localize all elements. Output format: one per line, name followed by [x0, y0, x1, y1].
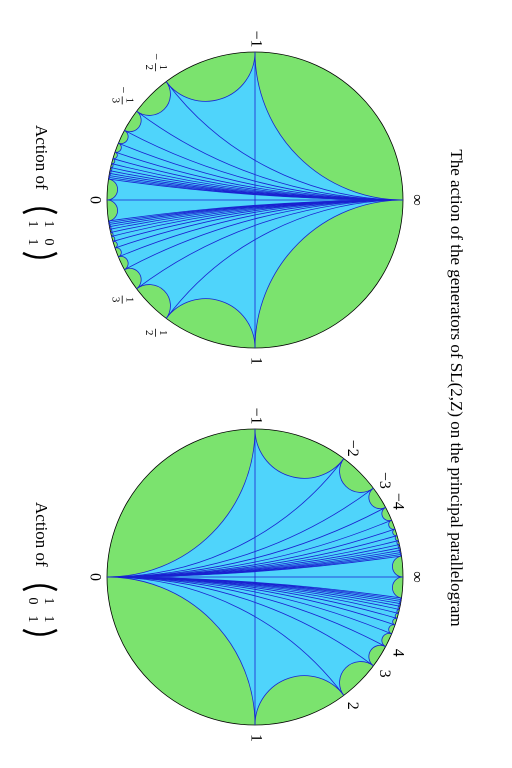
fraction-denominator: 2 [143, 330, 155, 336]
matrix-entry: 0 [41, 239, 56, 246]
geodesic [136, 199, 404, 290]
matrix-paren [22, 584, 58, 592]
boundary-label: ∞ [408, 571, 425, 582]
matrix-entry: 1 [41, 598, 56, 605]
geodesic [106, 487, 374, 578]
boundary-label: 1 [247, 357, 264, 365]
fraction-numerator: 1 [157, 330, 169, 336]
boundary-label: −4 [389, 493, 406, 510]
boundary-label: −1 [247, 30, 264, 47]
geodesic [165, 81, 404, 201]
geodesic [106, 555, 402, 578]
caption: Action of [32, 125, 51, 190]
boundary-label: 0 [86, 573, 103, 581]
boundary-label: −2 [344, 440, 361, 457]
fraction-denominator: 3 [110, 297, 122, 303]
matrix-paren [22, 628, 58, 636]
matrix-entry: 1 [25, 221, 40, 228]
boundary-label: 2 [344, 702, 361, 710]
matrix-entry: 1 [41, 616, 56, 623]
boundary-label: 4 [389, 649, 406, 657]
matrix-paren [22, 207, 58, 215]
rotated-content: The action of the generators of SL(2,Z) … [22, 30, 466, 742]
matrix-paren [22, 251, 58, 259]
boundary-label: 0 [86, 196, 103, 204]
geodesic [106, 576, 345, 696]
boundary-label: ∞ [408, 194, 425, 205]
boundary-label: 3 [376, 670, 393, 678]
matrix-entry: 1 [25, 616, 40, 623]
geodesic [106, 458, 345, 578]
geodesic [136, 110, 404, 201]
matrix-entry: 0 [25, 598, 40, 605]
matrix-entry: 1 [41, 221, 56, 228]
title: The action of the generators of SL(2,Z) … [447, 149, 466, 626]
boundary-label: −1 [247, 407, 264, 424]
matrix-entry: 1 [25, 239, 40, 246]
geodesic [165, 199, 404, 319]
boundary-label: 1 [247, 734, 264, 742]
fraction-numerator: 1 [124, 98, 136, 104]
caption: Action of [32, 502, 51, 567]
geodesic [106, 576, 374, 667]
fraction-numerator: 1 [157, 64, 169, 70]
boundary-label: −3 [376, 472, 393, 489]
geodesic [108, 178, 404, 201]
fraction-sign: − [116, 87, 130, 94]
fraction-sign: − [150, 53, 164, 60]
fraction-denominator: 2 [143, 64, 155, 70]
fraction-numerator: 1 [124, 297, 136, 303]
fraction-denominator: 3 [110, 98, 122, 104]
